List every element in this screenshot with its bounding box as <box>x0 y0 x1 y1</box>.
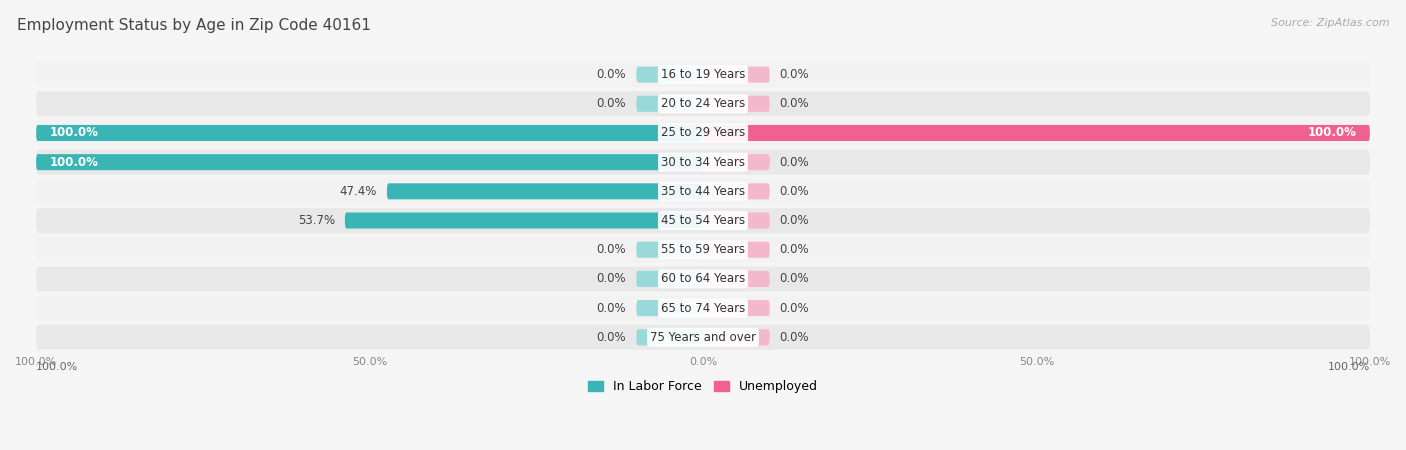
Text: 100.0%: 100.0% <box>1327 362 1369 372</box>
Text: 0.0%: 0.0% <box>596 97 626 110</box>
FancyBboxPatch shape <box>37 237 1369 262</box>
Text: 53.7%: 53.7% <box>298 214 335 227</box>
FancyBboxPatch shape <box>703 271 769 287</box>
Text: 16 to 19 Years: 16 to 19 Years <box>661 68 745 81</box>
FancyBboxPatch shape <box>37 325 1369 350</box>
FancyBboxPatch shape <box>37 154 703 170</box>
FancyBboxPatch shape <box>37 91 1369 116</box>
FancyBboxPatch shape <box>637 300 703 316</box>
FancyBboxPatch shape <box>637 242 703 258</box>
FancyBboxPatch shape <box>703 329 769 345</box>
Text: 0.0%: 0.0% <box>780 243 810 256</box>
FancyBboxPatch shape <box>703 242 769 258</box>
FancyBboxPatch shape <box>703 212 769 229</box>
Text: 100.0%: 100.0% <box>49 156 98 169</box>
FancyBboxPatch shape <box>37 266 1369 291</box>
Text: 0.0%: 0.0% <box>780 331 810 344</box>
FancyBboxPatch shape <box>637 329 703 345</box>
Text: 0.0%: 0.0% <box>596 302 626 315</box>
Text: 30 to 34 Years: 30 to 34 Years <box>661 156 745 169</box>
Text: 100.0%: 100.0% <box>49 126 98 140</box>
Text: 25 to 29 Years: 25 to 29 Years <box>661 126 745 140</box>
Text: 0.0%: 0.0% <box>780 272 810 285</box>
FancyBboxPatch shape <box>37 150 1369 175</box>
FancyBboxPatch shape <box>637 67 703 83</box>
Text: 0.0%: 0.0% <box>596 272 626 285</box>
Text: 0.0%: 0.0% <box>596 68 626 81</box>
Text: 100.0%: 100.0% <box>1308 126 1357 140</box>
Text: 0.0%: 0.0% <box>780 97 810 110</box>
Text: 60 to 64 Years: 60 to 64 Years <box>661 272 745 285</box>
FancyBboxPatch shape <box>703 183 769 199</box>
Text: 75 Years and over: 75 Years and over <box>650 331 756 344</box>
FancyBboxPatch shape <box>703 300 769 316</box>
Text: 47.4%: 47.4% <box>339 185 377 198</box>
FancyBboxPatch shape <box>37 121 1369 145</box>
FancyBboxPatch shape <box>37 296 1369 320</box>
Text: 45 to 54 Years: 45 to 54 Years <box>661 214 745 227</box>
FancyBboxPatch shape <box>37 208 1369 233</box>
FancyBboxPatch shape <box>387 183 703 199</box>
FancyBboxPatch shape <box>37 125 703 141</box>
Text: 65 to 74 Years: 65 to 74 Years <box>661 302 745 315</box>
FancyBboxPatch shape <box>637 271 703 287</box>
Text: 0.0%: 0.0% <box>596 331 626 344</box>
Text: 0.0%: 0.0% <box>780 68 810 81</box>
Text: 0.0%: 0.0% <box>780 185 810 198</box>
FancyBboxPatch shape <box>703 67 769 83</box>
Text: Source: ZipAtlas.com: Source: ZipAtlas.com <box>1271 18 1389 28</box>
Text: Employment Status by Age in Zip Code 40161: Employment Status by Age in Zip Code 401… <box>17 18 371 33</box>
Text: 55 to 59 Years: 55 to 59 Years <box>661 243 745 256</box>
FancyBboxPatch shape <box>703 96 769 112</box>
FancyBboxPatch shape <box>37 179 1369 204</box>
Text: 35 to 44 Years: 35 to 44 Years <box>661 185 745 198</box>
Text: 0.0%: 0.0% <box>780 156 810 169</box>
FancyBboxPatch shape <box>37 62 1369 87</box>
FancyBboxPatch shape <box>637 96 703 112</box>
Text: 0.0%: 0.0% <box>780 302 810 315</box>
Text: 0.0%: 0.0% <box>596 243 626 256</box>
Text: 0.0%: 0.0% <box>780 214 810 227</box>
FancyBboxPatch shape <box>344 212 703 229</box>
Text: 20 to 24 Years: 20 to 24 Years <box>661 97 745 110</box>
Legend: In Labor Force, Unemployed: In Labor Force, Unemployed <box>583 375 823 398</box>
Text: 100.0%: 100.0% <box>37 362 79 372</box>
FancyBboxPatch shape <box>703 154 769 170</box>
FancyBboxPatch shape <box>703 125 1369 141</box>
